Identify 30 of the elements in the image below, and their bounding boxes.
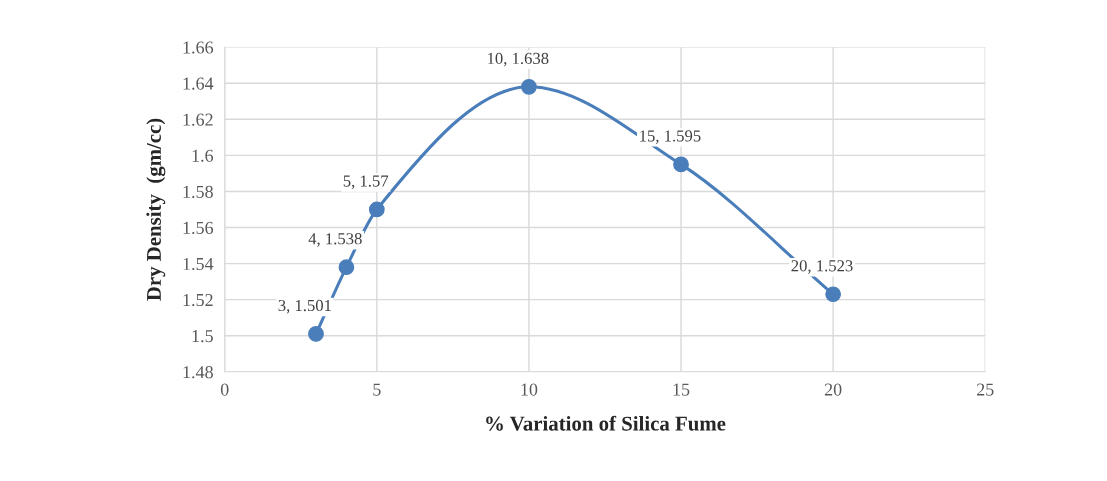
y-tick-label: 1.62 <box>183 113 213 126</box>
x-tick-label: 15 <box>673 383 690 396</box>
data-label: 20, 1.523 <box>791 260 853 274</box>
data-label: 10, 1.638 <box>488 52 549 67</box>
data-label: 15, 1.595 <box>640 130 701 144</box>
y-tick-label: 1.56 <box>183 221 214 235</box>
data-label: 5, 1.57 <box>343 175 389 190</box>
x-tick-label: 10 <box>521 383 538 396</box>
point <box>521 78 537 95</box>
y-tick-label: 1.6 <box>192 149 214 162</box>
point <box>825 286 841 303</box>
y-tick-label: 1.64 <box>183 77 214 90</box>
point <box>308 326 324 342</box>
x-tick-label: 25 <box>976 383 994 396</box>
y-tick-label: 1.54 <box>183 257 214 271</box>
y-tick-label: 1.48 <box>183 366 213 379</box>
point <box>673 156 689 173</box>
point <box>368 201 385 218</box>
data-label: 4, 1.538 <box>308 233 362 247</box>
y-axis-title: Dry Density (gm/cc) <box>146 118 166 301</box>
point <box>338 259 355 276</box>
x-tick-label: 20 <box>824 383 842 396</box>
y-tick-label: 1.58 <box>183 185 213 198</box>
y-tick-label: 1.52 <box>183 293 213 307</box>
data-label: 3, 1.501 <box>278 299 331 314</box>
y-tick-label: 1.5 <box>192 330 213 343</box>
y-tick-label: 1.66 <box>183 41 214 54</box>
x-tick-label: 5 <box>373 383 381 396</box>
x-tick-label: 0 <box>220 383 229 396</box>
x-axis-title: % Variation of Silica Fume <box>486 415 726 431</box>
